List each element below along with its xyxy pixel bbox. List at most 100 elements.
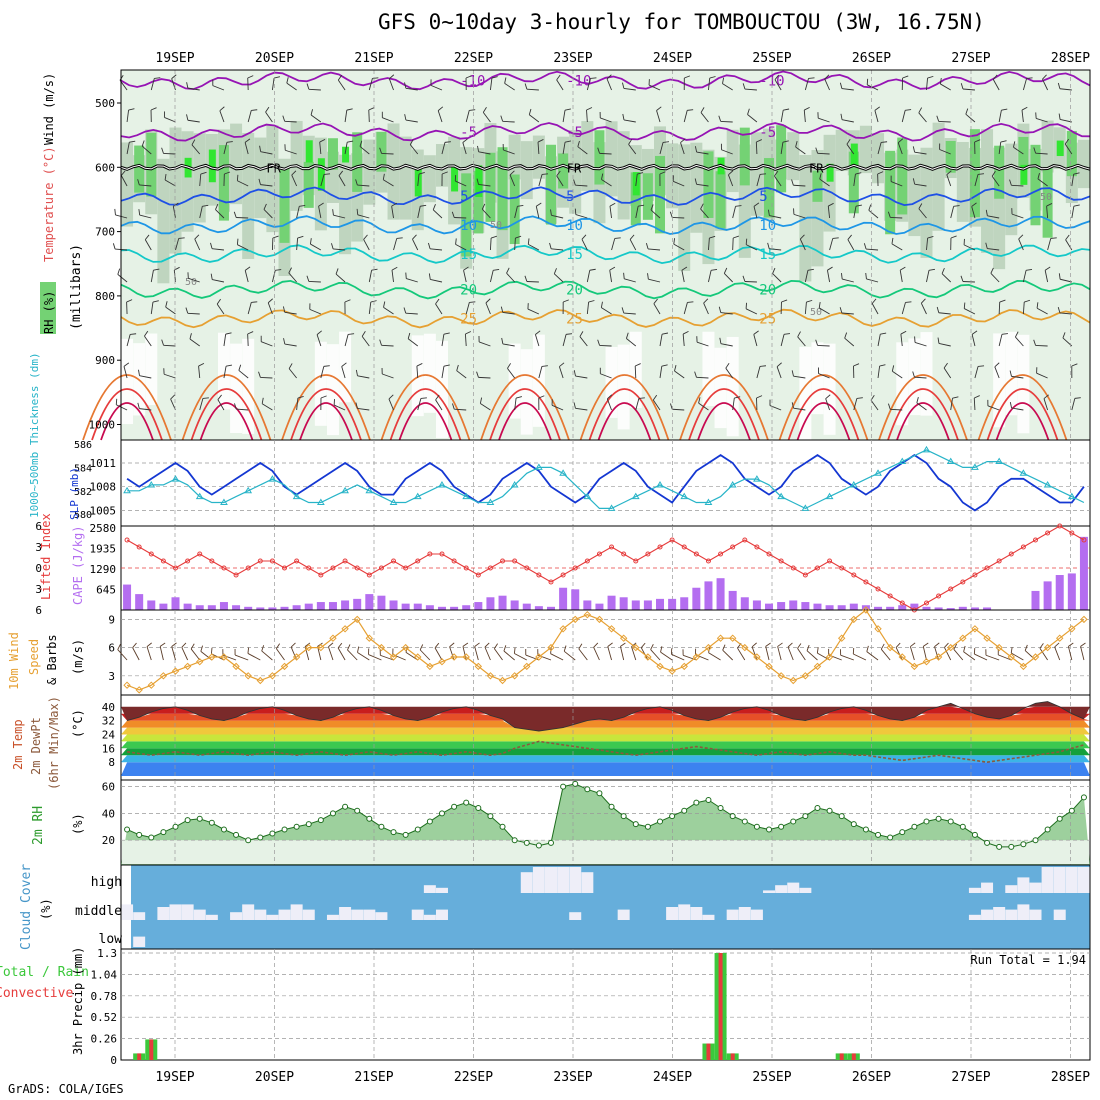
lifted-index-marker	[851, 572, 857, 578]
rh2m-marker	[959, 823, 966, 830]
wind-barb	[650, 209, 661, 219]
wind-barb-feather	[238, 364, 242, 371]
wind-barb-feather	[198, 362, 205, 367]
wind-barb-feather	[640, 642, 646, 648]
wind-speed-marker	[728, 634, 737, 642]
surface-temp-arch	[995, 402, 1050, 441]
temp-contour-label: 20	[566, 282, 583, 298]
wind-barb	[382, 373, 394, 379]
wind-barb-feather	[504, 77, 507, 84]
wind-speed-marker	[450, 653, 458, 661]
wind-barb	[333, 248, 346, 251]
wind-barb	[611, 238, 616, 251]
wind-speed-marker	[668, 667, 676, 675]
cape-bar	[522, 603, 531, 610]
wind-barb	[357, 214, 370, 219]
surface-temp-arch	[299, 402, 353, 441]
pressure-tick-label: 900	[95, 354, 115, 367]
wind-barb	[434, 647, 443, 661]
wind-barb	[296, 206, 300, 219]
wind-barb-feather	[839, 307, 843, 314]
wind-barb-feather	[476, 371, 479, 378]
wind-barb-feather	[593, 642, 599, 648]
wind-barb	[1018, 238, 1024, 251]
wind-speed-marker	[571, 615, 579, 624]
wind-barb	[732, 398, 735, 411]
wind-barb	[309, 308, 322, 315]
wind-barb-feather	[215, 203, 219, 210]
surface-temp-arch	[190, 388, 263, 441]
wind-barb	[659, 366, 663, 379]
dewpoint-axis-label: 2m DewPt	[29, 717, 43, 775]
wind-barb-feather	[524, 83, 528, 90]
cloud-cover-middle-bar	[435, 909, 448, 920]
wind-barb	[877, 334, 881, 347]
wind-barb	[899, 270, 903, 283]
wind-speed-marker	[850, 615, 858, 624]
rh2m-marker	[305, 821, 312, 828]
wind-barb-feather	[476, 178, 479, 185]
wind-barb-feather	[553, 268, 557, 274]
wind-barb-feather	[759, 173, 767, 175]
wind-barb-feather	[258, 371, 261, 378]
wind-barb-feather	[844, 332, 848, 339]
rh-fill-mid	[872, 133, 885, 184]
wind-barb	[659, 334, 663, 347]
wind-barb	[435, 399, 443, 411]
wind-barb-feather	[123, 362, 130, 367]
wind-barb	[480, 403, 491, 411]
wind-barb-feather	[485, 298, 491, 304]
cape-bar	[704, 581, 713, 610]
wind-barb-feather	[944, 642, 949, 648]
wind-barb	[586, 109, 588, 123]
thickness-marker	[995, 457, 1004, 465]
wind-barb-feather	[290, 642, 296, 648]
wind-barb-feather	[332, 209, 334, 216]
cloud-cover-middle-bar	[193, 909, 206, 920]
rh2m-marker	[620, 813, 627, 820]
wind-barb	[267, 302, 273, 315]
wind-barb-feather	[628, 139, 633, 145]
wind-barb	[840, 654, 854, 661]
lifted-index-marker	[1057, 523, 1063, 529]
wind-barb	[116, 404, 128, 411]
wind-barb-feather	[267, 298, 274, 304]
wind-barb-feather	[361, 331, 366, 337]
wind-barb	[819, 178, 830, 187]
rh-dry-pocket	[520, 349, 533, 435]
wind-barb-feather	[428, 242, 431, 249]
wind-barb	[918, 208, 927, 219]
rh-dry-pocket	[811, 342, 824, 415]
rh2m-marker	[196, 815, 203, 822]
cape-tick-label: 1290	[90, 563, 117, 576]
wind-barb-feather	[819, 173, 822, 180]
wind-barb-feather	[879, 364, 886, 367]
wind-barb-feather	[1036, 302, 1039, 309]
wind-speed-marker	[414, 653, 422, 661]
wind-barb-feather	[306, 275, 310, 282]
cape-bar	[752, 600, 761, 610]
wind-barb-feather	[389, 74, 395, 80]
cloud-cover-middle-bar	[121, 904, 134, 920]
wind-barb-feather	[465, 75, 472, 79]
temp-contour-label: -5	[759, 125, 776, 141]
wind-barb-feather	[186, 82, 189, 89]
wind-barb	[946, 174, 952, 187]
wind-barb	[797, 648, 806, 661]
wind-barb	[382, 117, 394, 123]
wind-barb	[867, 84, 879, 91]
surface-temp-arch	[498, 402, 552, 441]
rh2m-marker	[887, 834, 894, 841]
wind-barb-feather	[407, 332, 411, 339]
wind-barb-feather	[247, 331, 254, 335]
wind-barb	[146, 646, 152, 661]
wind-barb-feather	[382, 173, 385, 180]
wind-barb	[901, 302, 906, 315]
lifted-index-marker	[463, 565, 469, 571]
wind-barb-feather	[1062, 332, 1066, 339]
lifted-index-marker	[403, 565, 409, 571]
wind-barb-feather	[391, 266, 398, 271]
temp2m-tick-label: 32	[102, 715, 115, 728]
wind-barb-feather	[144, 330, 149, 337]
cape-bar	[389, 600, 398, 610]
